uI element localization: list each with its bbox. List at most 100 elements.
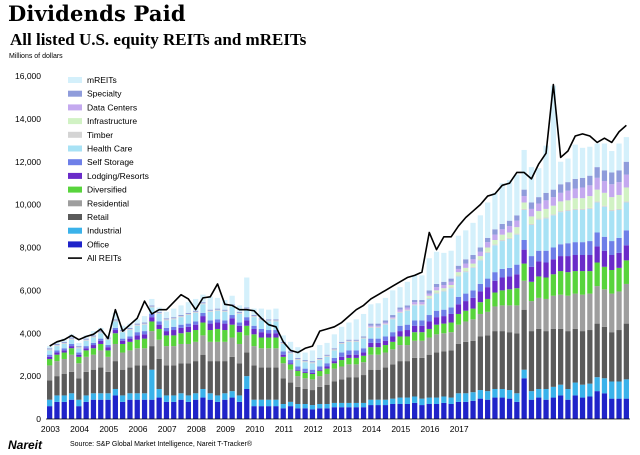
bar-health-care xyxy=(83,340,89,347)
bar-diversified xyxy=(141,338,148,349)
bar-mreits xyxy=(47,346,53,349)
bar-industrial xyxy=(485,391,491,400)
bar-retail xyxy=(375,369,381,400)
bar-office xyxy=(616,398,622,419)
bar-diversified xyxy=(470,308,476,320)
bar-timber xyxy=(83,339,89,341)
bar-diversified xyxy=(127,341,133,351)
bar-specialty xyxy=(463,259,469,264)
bar-timber xyxy=(397,311,403,313)
bar-self-storage xyxy=(309,369,316,373)
x-tick-label: 2011 xyxy=(275,424,294,434)
bar-specialty xyxy=(287,351,294,353)
bar-residential xyxy=(171,346,177,366)
bar-retail xyxy=(149,346,155,370)
bar-industrial xyxy=(579,384,586,398)
bar-industrial xyxy=(339,402,345,408)
bar-specialty xyxy=(324,354,330,356)
bar-mreits xyxy=(207,296,213,310)
bar-health-care xyxy=(339,343,345,353)
bar-self-storage xyxy=(390,332,396,337)
bar-residential xyxy=(324,373,330,385)
bar-self-storage xyxy=(98,338,104,341)
bar-mreits xyxy=(331,334,337,349)
bar-mreits xyxy=(506,179,513,221)
bar-data-centers xyxy=(492,234,498,240)
bar-health-care xyxy=(120,332,126,339)
bar-office xyxy=(448,403,454,419)
bar-lodging-resorts xyxy=(616,252,622,268)
bar-health-care xyxy=(390,319,396,333)
bar-retail xyxy=(236,363,243,396)
bar-diversified xyxy=(492,292,498,307)
bar-office xyxy=(236,401,243,419)
bar-specialty xyxy=(536,197,542,204)
bar-diversified xyxy=(433,324,440,335)
bar-office xyxy=(200,397,206,419)
bar-specialty xyxy=(127,327,133,329)
bar-infrastructure xyxy=(433,290,440,293)
bar-self-storage xyxy=(426,315,432,322)
bar-mreits xyxy=(412,275,418,301)
bar-health-care xyxy=(156,313,162,322)
bar-diversified xyxy=(149,321,155,332)
bar-residential xyxy=(141,348,148,366)
bar-lodging-resorts xyxy=(485,287,491,299)
bar-data-centers xyxy=(448,281,454,286)
y-tick-label: 16,000 xyxy=(15,71,41,81)
bar-health-care xyxy=(127,330,133,337)
bar-mreits xyxy=(521,149,527,190)
bar-timber xyxy=(477,259,483,261)
bar-self-storage xyxy=(433,310,440,318)
bar-diversified xyxy=(244,325,250,336)
bar-timber xyxy=(317,358,323,361)
legend-swatch-infrastructure xyxy=(68,118,82,125)
bar-industrial xyxy=(105,393,111,400)
bar-residential xyxy=(485,311,491,336)
bar-lodging-resorts xyxy=(572,255,578,272)
bar-data-centers xyxy=(397,309,403,312)
bar-mreits xyxy=(317,345,323,358)
bar-office xyxy=(302,408,308,419)
bar-data-centers xyxy=(528,208,535,217)
bar-lodging-resorts xyxy=(565,256,571,273)
bar-lodging-resorts xyxy=(54,352,60,355)
bar-retail xyxy=(543,331,549,389)
bar-self-storage xyxy=(134,332,140,336)
bar-self-storage xyxy=(287,360,294,364)
bar-lodging-resorts xyxy=(141,334,148,339)
bar-health-care xyxy=(207,311,213,321)
bar-industrial xyxy=(601,378,608,394)
bar-health-care xyxy=(360,338,367,349)
bar-timber xyxy=(236,312,243,314)
bar-health-care xyxy=(185,315,191,324)
bar-industrial xyxy=(98,393,104,400)
bar-lodging-resorts xyxy=(506,276,513,290)
bar-mreits xyxy=(609,151,615,173)
bar-self-storage xyxy=(236,322,243,326)
bar-timber xyxy=(251,316,257,318)
bar-timber xyxy=(587,207,593,209)
bar-lodging-resorts xyxy=(47,356,53,359)
bar-residential xyxy=(149,331,155,347)
bar-self-storage xyxy=(572,242,578,255)
bar-residential xyxy=(448,332,454,351)
bar-retail xyxy=(412,357,418,397)
bar-retail xyxy=(470,340,476,393)
bar-infrastructure xyxy=(623,187,629,202)
bar-office xyxy=(558,395,564,419)
bar-lodging-resorts xyxy=(171,330,177,336)
bar-residential xyxy=(309,379,316,391)
bar-lodging-resorts xyxy=(543,262,549,278)
bar-mreits xyxy=(280,335,286,342)
bar-lodging-resorts xyxy=(346,354,352,358)
bar-health-care xyxy=(572,209,578,243)
bar-mreits xyxy=(572,144,578,179)
bar-industrial xyxy=(506,390,513,399)
bar-office xyxy=(579,397,586,419)
bar-diversified xyxy=(83,350,89,357)
bar-residential xyxy=(339,366,345,380)
bar-timber xyxy=(550,214,556,216)
y-tick-label: 10,000 xyxy=(15,200,41,210)
